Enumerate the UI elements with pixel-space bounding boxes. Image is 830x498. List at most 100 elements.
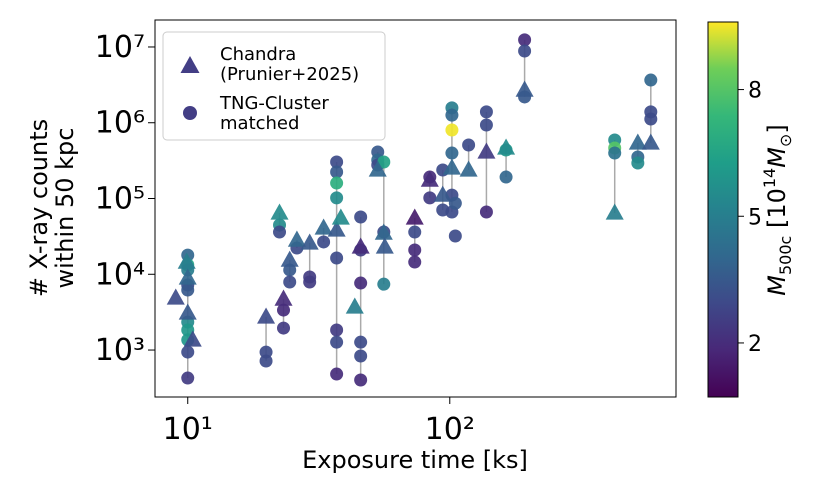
tng-point [330,176,344,190]
chandra-point [327,220,346,237]
chandra-point [374,223,393,240]
tng-point [330,251,344,265]
tng-point [277,303,291,317]
tng-point [317,235,331,249]
tng-point [518,33,532,47]
chandra-point [183,330,202,347]
y-tick-label: 10⁶ [95,106,145,141]
legend-marker [180,56,200,73]
colorbar-label-part: ] [763,124,791,133]
colorbar-label-part: 500c [776,236,795,275]
colorbar-label-part: 14 [760,168,779,188]
tng-point [330,165,344,179]
tng-point [644,112,658,126]
x-axis-label: Exposure time [ks] [302,446,528,474]
legend-marker [183,106,197,120]
colorbar-label-part: M [763,275,791,296]
tng-point [330,335,344,349]
tng-point [330,323,344,337]
colorbar-tick-label: 5 [748,205,762,230]
chandra-point [166,288,185,305]
tng-point [181,283,195,297]
tng-point [277,321,291,335]
tng-point [330,155,344,169]
colorbar-tick-label: 8 [748,79,762,104]
chandra-point [351,237,370,254]
chandra-point [375,237,394,254]
tng-point [354,276,368,290]
tng-point [462,138,476,152]
chandra-point [368,160,387,177]
tng-point [499,170,513,184]
tng-point [518,44,532,58]
colorbar-label-part: ⊙ [776,134,795,147]
axes-frame [154,19,677,398]
chandra-point [178,268,197,285]
chandra-point [442,158,461,175]
tng-point [181,323,195,337]
chandra-point [300,233,319,250]
tng-point [448,229,462,243]
chandra-point [628,133,647,150]
tng-point [445,108,459,122]
tng-point [479,205,493,219]
chandra-point [497,138,516,155]
legend: Chandra (Prunier+2025) TNG-Cluster matched [162,31,386,141]
tng-point [608,146,622,160]
legend-label: TNG-Cluster matched [219,93,329,134]
chandra-point [420,170,439,187]
y-tick-label: 10⁴ [95,257,145,292]
tng-point [181,371,195,385]
legend-box [162,31,386,141]
tng-point [330,367,344,381]
chandra-point [287,230,306,247]
tng-point [408,243,422,257]
y-tick-label: 10⁷ [95,30,145,65]
colorbar-label: M500c [1014M⊙] [760,124,795,295]
tng-point [631,156,645,170]
x-tick-label: 10¹ [163,412,213,447]
tng-point [445,123,459,137]
chandra-point [641,133,660,150]
chandra-point [433,185,452,202]
tng-point [377,155,391,169]
legend-label: Chandra (Prunier+2025) [220,44,359,85]
y-tick-label: 10³ [95,333,145,368]
tng-point [423,191,437,205]
tng-point [479,105,493,119]
tng-point [448,196,462,210]
tng-point [354,335,368,349]
tng-point [273,225,287,239]
tng-point [354,373,368,387]
tng-point [408,255,422,269]
tng-point [408,225,422,239]
tng-point [354,349,368,363]
chandra-point [270,203,289,220]
chandra-point [459,160,478,177]
tng-point [445,146,459,160]
tng-point [259,345,273,359]
chandra-point [314,218,333,235]
y-tick-label: 10⁵ [95,182,145,217]
chandra-point [405,208,424,225]
x-tick-label: 10² [425,412,475,447]
tng-point [354,210,368,224]
tng-point [181,345,195,359]
chandra-point [257,307,276,324]
tng-point [377,277,391,291]
chandra-point [345,297,364,314]
chandra-point [177,252,196,269]
tng-point [259,354,273,368]
tng-point [303,275,317,289]
tng-point [644,73,658,87]
tng-point [283,275,297,289]
chandra-point [280,250,299,267]
chandra-point [274,289,293,306]
colorbar-tick-label: 2 [748,332,762,357]
colorbar [707,21,739,398]
plot-area [166,33,660,387]
chandra-point [605,203,624,220]
colorbar-label-part: M [763,147,791,168]
chandra-point [331,208,350,225]
